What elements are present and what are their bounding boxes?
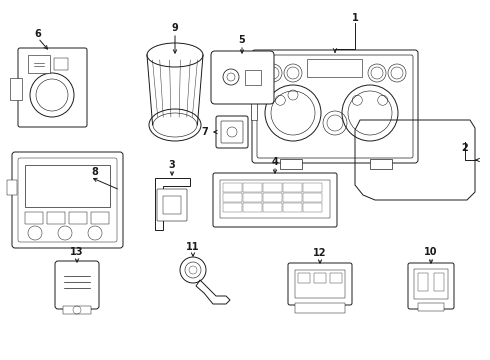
Text: 10: 10 [424,247,438,257]
Bar [223,203,242,212]
Bar [243,183,262,192]
Text: 6: 6 [35,29,41,39]
Text: 8: 8 [92,167,98,177]
Bar [243,193,262,202]
Bar [25,212,43,224]
Bar [69,212,87,224]
Bar [243,203,262,212]
Bar [414,269,448,299]
Text: 3: 3 [169,160,175,170]
Bar [303,203,322,212]
Bar [28,55,50,73]
FancyBboxPatch shape [157,189,187,221]
Bar [283,193,302,202]
FancyBboxPatch shape [252,50,418,163]
Bar [295,270,345,298]
Bar [434,273,444,291]
Bar [263,193,282,202]
Bar [314,273,326,283]
FancyBboxPatch shape [257,55,413,158]
Bar [283,183,302,192]
Bar [223,183,242,192]
Text: 5: 5 [239,35,245,45]
Bar [283,203,302,212]
Bar [220,180,330,218]
Bar [54,58,68,70]
Bar [263,203,282,212]
Text: 2: 2 [462,143,468,153]
Bar [263,183,282,192]
Bar [418,303,444,311]
FancyBboxPatch shape [288,263,352,305]
Bar [91,212,109,224]
FancyBboxPatch shape [55,261,99,309]
Bar [25,165,110,207]
Bar [63,306,91,314]
FancyBboxPatch shape [18,158,117,242]
Text: 7: 7 [201,127,208,137]
Text: 12: 12 [313,248,327,258]
Bar [295,303,345,313]
Text: 9: 9 [172,23,178,33]
Bar [280,159,302,169]
FancyBboxPatch shape [408,263,454,309]
Text: 1: 1 [352,13,358,23]
Bar [47,212,65,224]
Bar [223,193,242,202]
Bar [370,159,392,169]
Bar [298,273,310,283]
FancyBboxPatch shape [211,51,274,104]
FancyBboxPatch shape [221,121,243,143]
FancyBboxPatch shape [213,173,337,227]
Bar [303,183,322,192]
Bar [7,180,17,195]
Bar [303,193,322,202]
Text: 4: 4 [271,157,278,167]
Text: 11: 11 [186,242,200,252]
Bar [307,59,362,77]
Bar [10,78,22,100]
Bar [251,100,257,120]
Bar [163,196,181,214]
Text: 13: 13 [70,247,84,257]
FancyBboxPatch shape [18,48,87,127]
FancyBboxPatch shape [12,152,123,248]
FancyBboxPatch shape [216,116,248,148]
Bar [418,273,428,291]
Bar [245,70,261,85]
Bar [330,273,342,283]
